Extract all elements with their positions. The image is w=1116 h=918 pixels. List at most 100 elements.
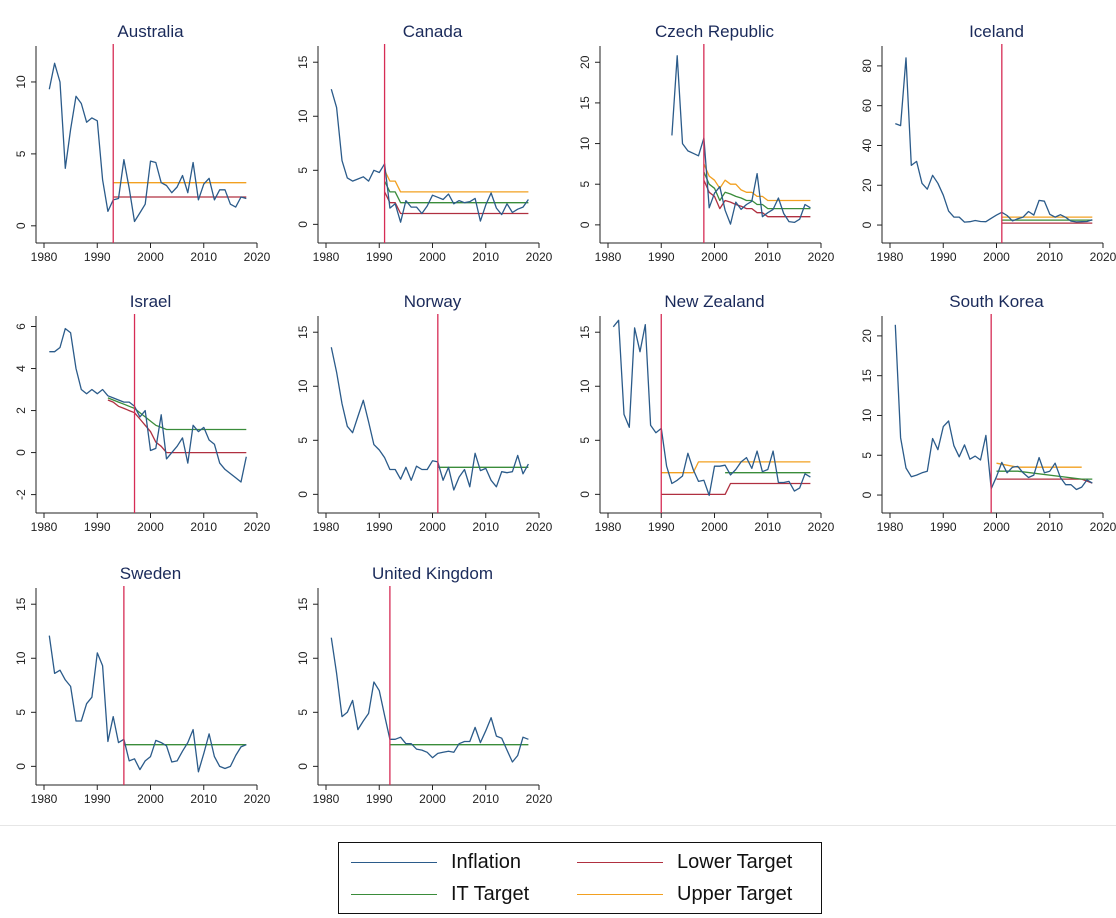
x-tick-label: 2010 [190,792,217,806]
x-tick-label: 1990 [648,520,675,534]
panel-iceland: Iceland 1980 1990 2000 2010 2020 0 20 40 60 80 [860,22,1116,264]
series-lower [107,399,247,454]
y-tick-label: 0 [296,221,310,228]
series-inflation [330,89,529,223]
y-tick-label: 0 [14,763,28,770]
y-tick-label: 15 [860,369,874,383]
y-tick-label: 15 [296,325,310,339]
y-tick-label: 0 [860,221,874,228]
y-tick-label: 40 [860,138,874,152]
y-tick-label: 15 [14,597,28,611]
x-tick-label: 1980 [313,250,340,264]
panel-title: Israel [130,292,172,311]
series-inflation [671,55,811,225]
panel-united-kingdom: United Kingdom 1980 1990 2000 2010 2020 0 5 10 15 [296,564,553,806]
x-tick-label: 2010 [754,250,781,264]
y-tick-label: 5 [578,437,592,444]
x-tick-label: 2010 [754,520,781,534]
series-lower [703,179,811,218]
y-tick-label: 0 [578,221,592,228]
y-tick-label: 10 [14,75,28,89]
panel-new-zealand: New Zealand 1980 1990 2000 2010 2020 0 5 10 15 [578,292,835,534]
x-tick-label: 2020 [244,520,271,534]
y-tick-label: 0 [296,763,310,770]
x-tick-label: 1990 [366,792,393,806]
x-tick-label: 2020 [244,250,271,264]
x-tick-label: 2020 [1090,250,1116,264]
y-tick-label: 15 [296,597,310,611]
legend-label-it-target: IT Target [451,882,530,905]
x-tick-label: 1980 [595,250,622,264]
y-tick-label: 5 [296,709,310,716]
y-tick-label: 0 [14,222,28,229]
x-tick-label: 1990 [930,520,957,534]
legend-item-inflation: Inflation [351,847,521,877]
x-tick-label: 1990 [930,250,957,264]
x-tick-label: 1990 [366,520,393,534]
y-tick-label: 5 [860,452,874,459]
panel-title: United Kingdom [372,564,493,583]
x-tick-label: 2000 [137,520,164,534]
legend: Inflation Lower Target IT Target Upper T… [338,842,822,914]
panel-south-korea: South Korea 1980 1990 2000 2010 2020 0 5 10 15 20 [860,292,1116,534]
legend-swatch-inflation [351,861,437,863]
x-tick-label: 1990 [648,250,675,264]
y-tick-label: 10 [578,379,592,393]
x-tick-label: 1980 [877,250,904,264]
legend-label-inflation: Inflation [451,850,522,873]
y-tick-label: 0 [860,491,874,498]
y-tick-label: 0 [14,449,28,456]
legend-label-lower-target: Lower Target [677,850,793,873]
panel-title: Canada [403,22,463,41]
series-upper [703,163,811,202]
x-tick-label: 2000 [419,250,446,264]
x-tick-label: 1990 [84,792,111,806]
panel-czech-republic: Czech Republic 1980 1990 2000 2010 2020 0 5 10 15… [578,22,835,264]
x-tick-label: 2020 [808,250,835,264]
series-inflation [49,327,247,483]
series-inflation [48,62,247,223]
y-tick-label: 5 [578,181,592,188]
y-tick-label: 10 [578,137,592,151]
series-inflation [895,57,1093,223]
x-tick-label: 2020 [1090,520,1116,534]
y-tick-label: 10 [296,379,310,393]
legend-swatch-upper-target [577,893,663,895]
x-tick-label: 1980 [31,250,58,264]
legend-label-upper-target: Upper Target [677,882,793,905]
panel-norway: Norway 1980 1990 2000 2010 2020 0 5 10 15 [296,292,553,534]
x-tick-label: 2020 [808,520,835,534]
x-tick-label: 2010 [472,792,499,806]
x-tick-label: 1990 [84,250,111,264]
series-inflation [330,637,529,763]
series-inflation [612,319,811,497]
divider [0,825,1116,826]
y-tick-label: 20 [578,55,592,69]
y-tick-label: 6 [14,323,28,330]
y-tick-label: 10 [14,651,28,665]
x-tick-label: 2010 [472,520,499,534]
x-tick-label: 1990 [366,250,393,264]
panel-canada: Canada 1980 1990 2000 2010 2020 0 5 10 15 [296,22,553,264]
series-lower [661,482,811,496]
x-tick-label: 2000 [983,250,1010,264]
x-tick-label: 2000 [137,792,164,806]
legend-item-lower-target: Lower Target [577,847,792,877]
y-tick-label: 15 [578,325,592,339]
x-tick-label: 1990 [84,520,111,534]
x-tick-label: 1980 [31,520,58,534]
y-tick-label: 5 [296,167,310,174]
y-tick-label: 15 [296,55,310,69]
series-upper [996,462,1082,468]
x-tick-label: 2020 [526,792,553,806]
y-tick-label: 4 [14,365,28,372]
y-tick-label: 2 [14,407,28,414]
legend-item-it-target: IT Target [351,879,529,909]
y-tick-label: 0 [296,491,310,498]
y-tick-label: 60 [860,99,874,113]
x-tick-label: 2020 [526,250,553,264]
x-tick-label: 2010 [472,250,499,264]
series-inflation [330,347,529,491]
y-tick-label: 15 [578,96,592,110]
x-tick-label: 2000 [137,250,164,264]
